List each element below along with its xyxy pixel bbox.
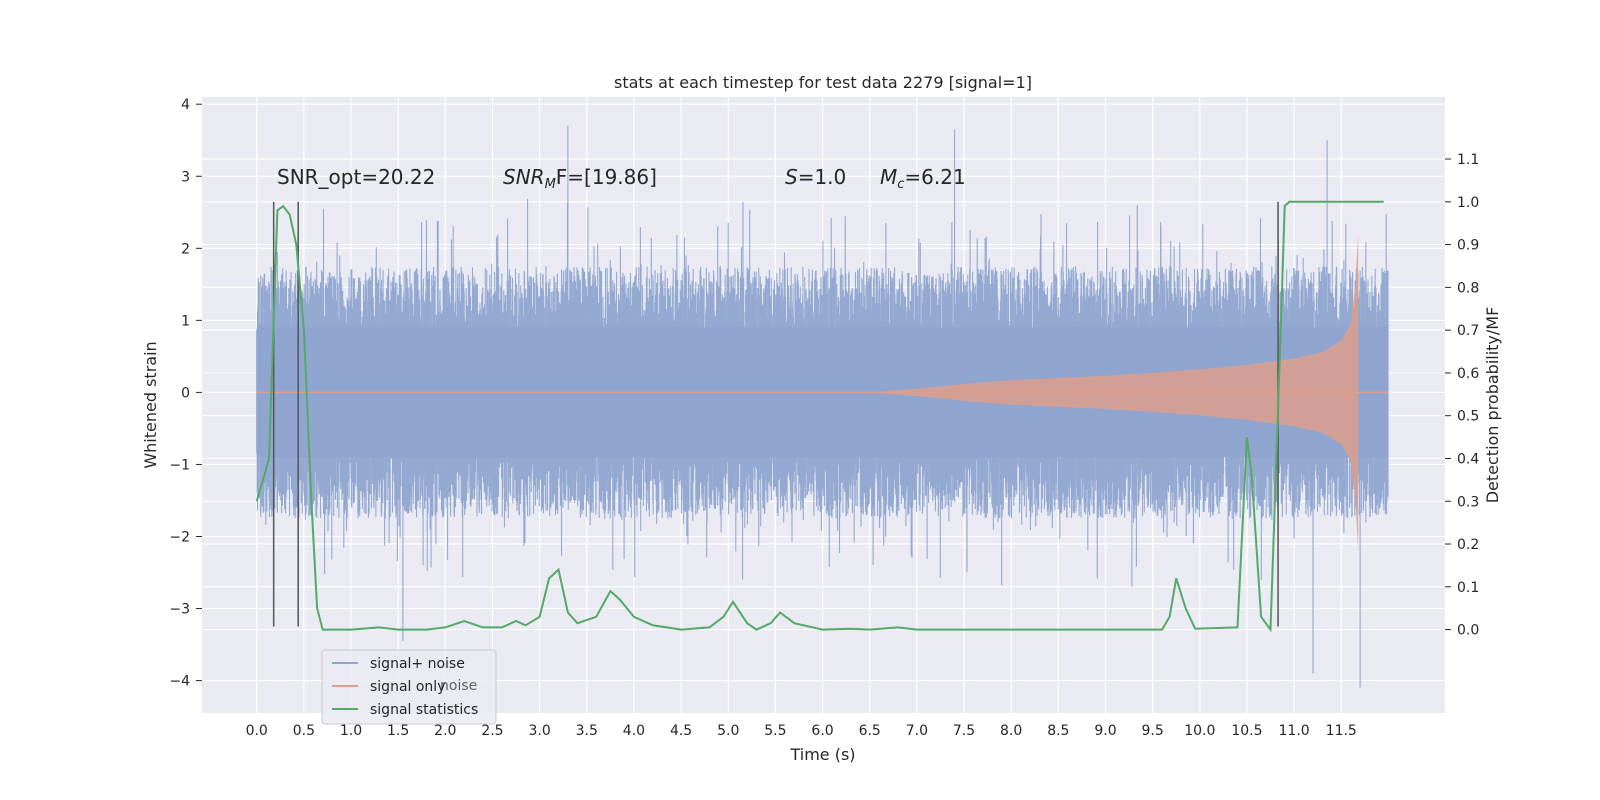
series-signal-statistics	[255, 200, 1384, 633]
x-tick-label: 1.0	[340, 723, 362, 739]
x-tick-label: 10.5	[1231, 723, 1262, 739]
y-axis-right-ticks: 1.1 1.0 0.9 0.8 0.7 0.6 0.5 0.4 0.3 0.2 0.1 0.0	[1445, 152, 1479, 639]
legend: noise signal+ noise signal only signal s…	[321, 649, 497, 725]
x-tick-label: 11.5	[1326, 723, 1357, 739]
y-left-tick-label: −1	[169, 457, 190, 473]
y-left-tick-label: 2	[181, 241, 190, 257]
x-tick-label: 8.5	[1047, 723, 1069, 739]
y-left-tick-label: −2	[169, 529, 190, 545]
snr-mf-rest: F=[19.86]	[556, 165, 657, 189]
y-right-tick-label: 0.3	[1457, 494, 1479, 510]
s-value: =1.0	[798, 165, 847, 189]
x-tick-label: 4.0	[623, 723, 645, 739]
y-left-tick-label: 4	[181, 97, 190, 113]
series-signal-only	[256, 233, 1389, 551]
y-axis-left-ticks: 4 3 2 1 0 −1 −2 −3 −4	[169, 97, 202, 690]
y-left-tick-label: −3	[169, 602, 190, 618]
x-tick-label: 0.0	[246, 723, 268, 739]
s-symbol: S	[785, 165, 798, 189]
mc-value: =6.21	[904, 165, 965, 189]
x-tick-label: 2.5	[481, 723, 503, 739]
y-right-tick-label: 1.1	[1457, 152, 1479, 168]
x-tick-label: 6.0	[811, 723, 833, 739]
x-tick-label: 7.0	[906, 723, 928, 739]
x-tick-label: 4.5	[670, 723, 692, 739]
x-tick-label: 5.5	[764, 723, 786, 739]
annotation-snr-opt: SNR_opt=20.22	[277, 165, 435, 189]
signal-statistics-line	[255, 200, 1384, 633]
x-tick-label: 3.0	[528, 723, 550, 739]
annotation-mc: Mc=6.21	[880, 165, 966, 192]
x-axis-ticks: 0.0 0.5 1.0 1.5 2.0 2.5 3.0 3.5 4.0 4.5 5.0 5.5 6.0 6…	[246, 723, 1357, 739]
x-tick-label: 2.0	[434, 723, 456, 739]
snr-mf-sub: M	[545, 177, 556, 192]
y-right-tick-label: 0.9	[1457, 238, 1479, 254]
y-right-tick-label: 0.1	[1457, 580, 1479, 596]
legend-label-signal-only: signal only	[370, 679, 445, 695]
snr-mf-main: SNR	[503, 165, 545, 189]
annotation-snr-mf: SNRMF=[19.86]	[503, 165, 657, 192]
y-axis-left-label: Whitened strain	[141, 341, 160, 468]
y-right-tick-label: 1.0	[1457, 195, 1479, 211]
x-tick-label: 8.0	[1000, 723, 1022, 739]
legend-label-signal-noise: signal+ noise	[370, 656, 465, 672]
y-right-tick-label: 0.5	[1457, 409, 1479, 425]
chart-title: stats at each timestep for test data 227…	[614, 73, 1032, 92]
y-right-tick-label: 0.6	[1457, 366, 1479, 382]
y-right-tick-label: 0.0	[1457, 623, 1479, 639]
y-right-tick-label: 0.2	[1457, 537, 1479, 553]
x-tick-label: 9.0	[1094, 723, 1116, 739]
mc-symbol: M	[880, 165, 897, 189]
x-tick-label: 0.5	[293, 723, 315, 739]
x-tick-label: 3.5	[576, 723, 598, 739]
y-left-tick-label: 0	[181, 385, 190, 401]
x-tick-label: 5.0	[717, 723, 739, 739]
mc-sub: c	[897, 177, 904, 192]
y-left-tick-label: −4	[169, 674, 190, 690]
annotation-s: S=1.0	[785, 165, 846, 189]
legend-box	[321, 649, 497, 725]
x-tick-label: 9.5	[1142, 723, 1164, 739]
y-left-tick-label: 3	[181, 169, 190, 185]
x-tick-label: 1.5	[387, 723, 409, 739]
x-tick-label: 10.0	[1184, 723, 1215, 739]
legend-bleed-text: noise	[440, 678, 477, 694]
y-right-tick-label: 0.4	[1457, 451, 1479, 467]
x-tick-label: 6.5	[859, 723, 881, 739]
y-right-tick-label: 0.7	[1457, 323, 1479, 339]
x-tick-label: 7.5	[953, 723, 975, 739]
y-left-tick-label: 1	[181, 313, 190, 329]
y-axis-right-label: Detection probability/MF	[1483, 307, 1502, 504]
legend-label-signal-statistics: signal statistics	[370, 702, 478, 718]
y-right-tick-label: 0.8	[1457, 280, 1479, 296]
x-axis-label: Time (s)	[789, 745, 855, 764]
x-tick-label: 11.0	[1279, 723, 1310, 739]
